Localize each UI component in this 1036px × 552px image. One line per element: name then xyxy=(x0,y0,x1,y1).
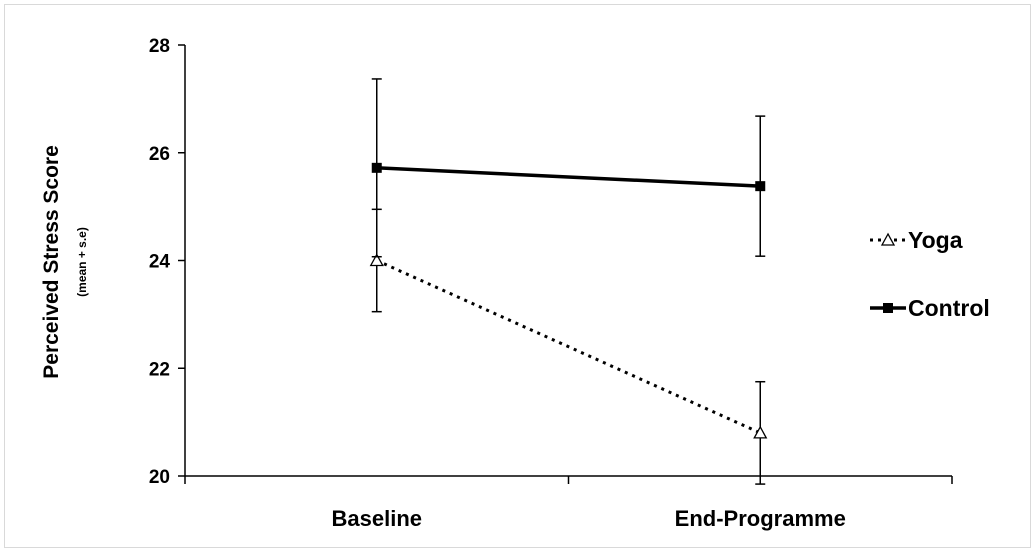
series-layer xyxy=(369,78,768,485)
legend: Yoga Control xyxy=(870,227,990,321)
data-point-triangle xyxy=(753,425,768,439)
y-tick-label: 24 xyxy=(149,252,171,273)
y-tick-label: 26 xyxy=(149,144,170,165)
data-point-square xyxy=(371,162,382,173)
x-categories: Baseline End-Programme xyxy=(184,476,953,531)
y-tick-label: 20 xyxy=(149,467,170,488)
y-axis-title-group: Perceived Stress Score (mean + s.e) xyxy=(40,145,89,378)
series-line-control xyxy=(376,166,761,188)
chart-frame xyxy=(4,4,1031,548)
x-category-label: End-Programme xyxy=(675,506,846,531)
legend-marker-square xyxy=(883,303,893,313)
legend-label-control: Control xyxy=(908,295,990,321)
y-axis-subtitle: (mean + s.e) xyxy=(75,227,89,297)
y-axis-title: Perceived Stress Score xyxy=(40,145,63,378)
legend-label-yoga: Yoga xyxy=(908,227,963,253)
legend-marker-triangle xyxy=(880,232,896,246)
data-point-square xyxy=(755,181,766,192)
y-tick-label: 28 xyxy=(149,36,170,57)
x-category-label: Baseline xyxy=(332,506,423,531)
y-ticks: 20 22 24 26 28 xyxy=(149,36,185,488)
series-line-yoga xyxy=(376,259,761,435)
y-tick-label: 22 xyxy=(149,359,170,380)
data-point-triangle xyxy=(369,253,384,267)
